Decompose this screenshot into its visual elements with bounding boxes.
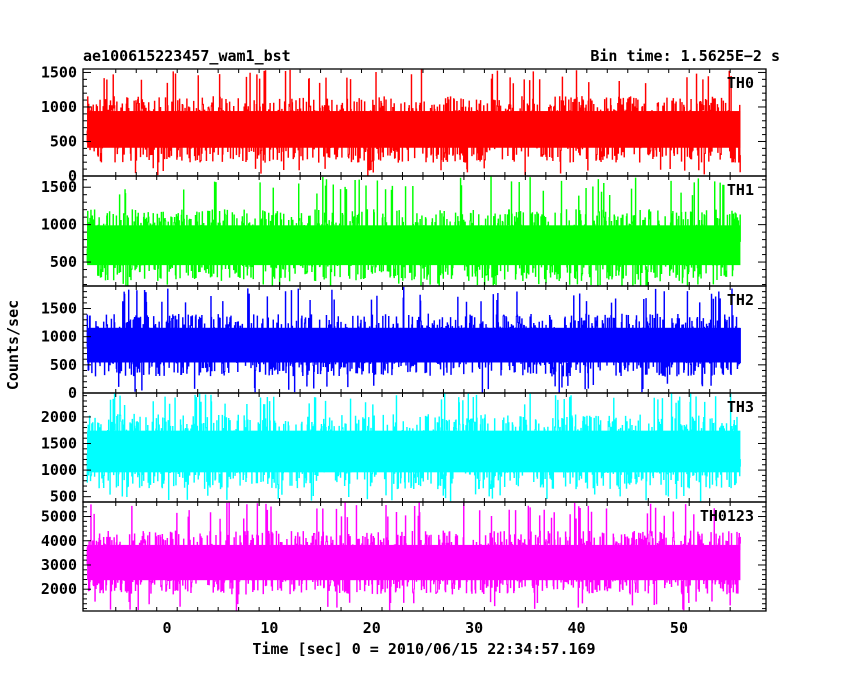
panel-th2: 0 500 1000 1500 TH2 [41,285,767,402]
panels: 0 500 1000 1500 TH0 500 1000 1500 TH1 0 500 1000 150… [41,63,767,612]
panel-label-th3: TH3 [727,398,754,416]
series-core-th2 [87,327,741,363]
panel-label-th0123: TH0123 [700,507,754,525]
x-tick-label: 50 [670,619,688,637]
chart-title: ae100615223457_wam1_bst [83,47,291,65]
x-axis-label: Time [sec] 0 = 2010/06/15 22:34:57.169 [252,640,595,658]
y-tick-label: 500 [50,253,77,271]
y-tick-label: 1000 [41,98,77,116]
panel-label-th1: TH1 [727,181,754,199]
y-tick-label: 500 [50,488,77,506]
panel-th1: 500 1000 1500 TH1 [41,175,767,287]
x-tick-label: 10 [260,619,278,637]
y-tick-label: 1000 [41,328,77,346]
y-tick-label: 500 [50,356,77,374]
y-tick-label: 1000 [41,461,77,479]
y-tick-label: 1500 [41,178,77,196]
panel-th3: 500 1000 1500 2000 TH3 [41,392,767,506]
y-tick-label: 1500 [41,63,77,81]
y-axis-label: Counts/sec [4,300,22,390]
series-core-th0 [87,111,741,148]
y-tick-label: 1500 [41,300,77,318]
x-tick-label: 0 [162,619,171,637]
bin-time-label: Bin time: 1.5625E−2 s [590,47,780,65]
panel-frame [82,501,767,612]
series-th0123 [86,502,741,611]
y-tick-label: 2000 [41,580,77,598]
y-tick-label: 0 [68,167,77,185]
y-tick-label: 1000 [41,216,77,234]
y-tick-label: 3000 [41,556,77,574]
x-tick-label: 40 [568,619,586,637]
panel-th0123: 2000 3000 4000 5000 TH0123 [41,501,767,612]
series-core-th1 [87,225,741,266]
panel-th0: 0 500 1000 1500 TH0 [41,63,767,185]
y-tick-label: 4000 [41,532,77,550]
y-tick-label: 0 [68,384,77,402]
series-core-th3 [87,430,741,473]
series-th3 [86,393,741,502]
x-tick-label: 30 [465,619,483,637]
y-tick-label: 5000 [41,508,77,526]
y-tick-label: 500 [50,132,77,150]
panel-label-th0: TH0 [727,74,754,92]
y-tick-label: 2000 [41,408,77,426]
x-axis: 0 10 20 30 40 50 [162,619,688,637]
series-core-th0123 [87,544,741,581]
x-tick-label: 20 [363,619,381,637]
panel-label-th2: TH2 [727,291,754,309]
y-tick-label: 1500 [41,435,77,453]
